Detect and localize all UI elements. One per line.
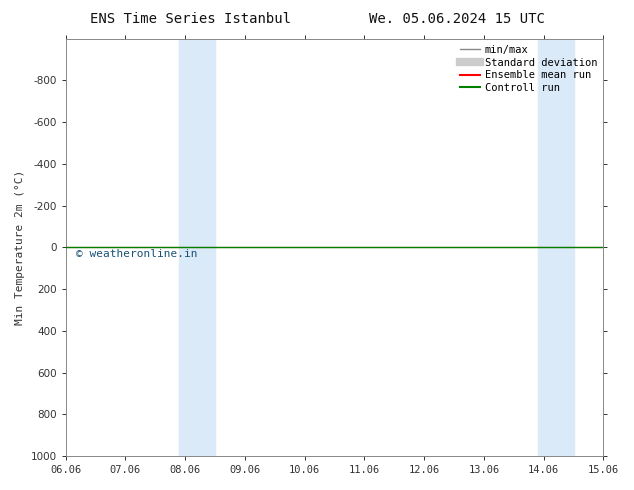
Bar xyxy=(179,39,215,456)
Text: © weatheronline.in: © weatheronline.in xyxy=(77,249,198,260)
Legend: min/max, Standard deviation, Ensemble mean run, Controll run: min/max, Standard deviation, Ensemble me… xyxy=(455,41,601,97)
Y-axis label: Min Temperature 2m (°C): Min Temperature 2m (°C) xyxy=(15,170,25,325)
Bar xyxy=(538,39,574,456)
Text: ENS Time Series Istanbul: ENS Time Series Istanbul xyxy=(89,12,291,26)
Text: We. 05.06.2024 15 UTC: We. 05.06.2024 15 UTC xyxy=(368,12,545,26)
